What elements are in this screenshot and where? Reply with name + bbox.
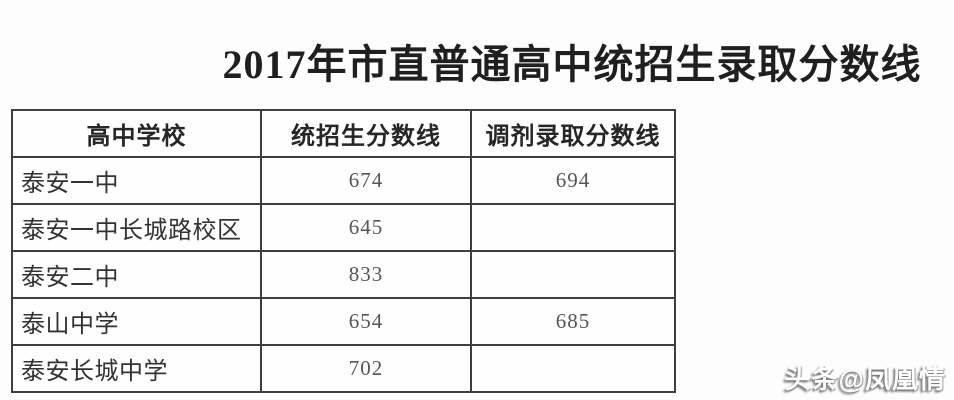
cell-adjust-score: 685 [470, 297, 676, 346]
cell-school: 泰安一中 [11, 156, 262, 205]
cell-school: 泰山中学 [11, 297, 262, 346]
table-row: 泰安一中长城路校区 645 [11, 203, 676, 252]
header-adjust-score: 调剂录取分数线 [470, 109, 676, 158]
table-row: 泰安二中 833 [11, 250, 676, 299]
table-row: 泰山中学 654 685 [11, 297, 676, 346]
header-unified-score: 统招生分数线 [260, 109, 472, 158]
cell-school: 泰安一中长城路校区 [11, 203, 262, 252]
cell-unified-score: 833 [260, 250, 472, 299]
toutiao-watermark: 头条@凤凰情 [784, 364, 946, 394]
table-row: 泰安一中 674 694 [11, 156, 676, 205]
score-table: 高中学校 统招生分数线 调剂录取分数线 泰安一中 674 694 泰安一中长城路… [11, 109, 676, 393]
cell-unified-score: 654 [260, 297, 472, 346]
table-header-row: 高中学校 统招生分数线 调剂录取分数线 [11, 109, 676, 158]
cell-unified-score: 645 [260, 203, 472, 252]
cell-unified-score: 674 [260, 156, 472, 205]
table-row: 泰安长城中学 702 [11, 344, 676, 393]
cell-school: 泰安二中 [11, 250, 262, 299]
header-school: 高中学校 [11, 109, 262, 158]
page-title: 2017年市直普通高中统招生录取分数线 [222, 42, 922, 87]
cell-school: 泰安长城中学 [11, 344, 262, 393]
cell-adjust-score [470, 203, 676, 252]
cell-unified-score: 702 [260, 344, 472, 393]
cell-adjust-score [470, 344, 676, 393]
cell-adjust-score [470, 250, 676, 299]
cell-adjust-score: 694 [470, 156, 676, 205]
